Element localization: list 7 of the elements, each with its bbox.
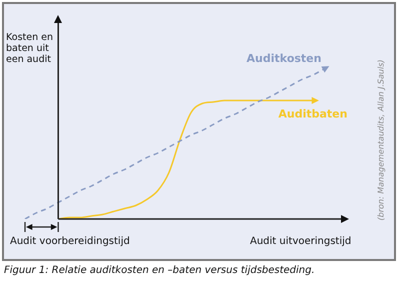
y-axis-title: Kosten en baten uit een audit: [6, 32, 54, 65]
text: (bron: Managementaudits, Allan J.Sauls): [376, 60, 386, 220]
x-axis-title: Audit uitvoeringstijd: [250, 236, 352, 247]
series-label: Auditkosten: [246, 52, 322, 65]
text: Audit voorbereidingstijd: [10, 236, 130, 247]
series-label: Auditbaten: [278, 107, 348, 120]
text: Figuur 1: Relatie auditkosten en –baten versus tijdsbesteding.: [4, 265, 315, 276]
